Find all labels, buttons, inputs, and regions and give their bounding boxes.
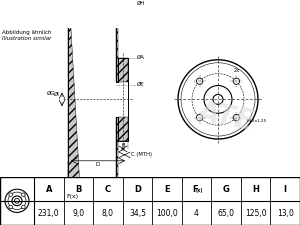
Circle shape <box>196 115 203 121</box>
Text: 34,5: 34,5 <box>129 209 146 218</box>
Polygon shape <box>80 117 118 194</box>
Text: ØA: ØA <box>137 55 145 60</box>
Circle shape <box>196 78 203 84</box>
Text: 13,0: 13,0 <box>277 209 294 218</box>
Circle shape <box>213 94 223 104</box>
Text: 231,0: 231,0 <box>38 209 60 218</box>
Text: ØE: ØE <box>137 82 145 87</box>
Text: Illustration similar: Illustration similar <box>2 36 51 41</box>
Text: 2x: 2x <box>233 68 239 73</box>
Text: ATE: ATE <box>196 99 256 136</box>
Text: 125,0: 125,0 <box>245 209 266 218</box>
Text: C (MTH): C (MTH) <box>131 152 152 157</box>
Text: I: I <box>284 185 287 194</box>
Circle shape <box>9 193 12 196</box>
Text: B: B <box>121 143 125 148</box>
Text: F: F <box>193 185 198 194</box>
Text: E: E <box>164 185 170 194</box>
Polygon shape <box>68 8 80 191</box>
Polygon shape <box>118 117 128 141</box>
Text: ØG: ØG <box>46 91 55 96</box>
Text: 4: 4 <box>194 209 199 218</box>
Text: G: G <box>223 185 230 194</box>
Text: (x): (x) <box>196 188 203 193</box>
Circle shape <box>9 205 12 209</box>
Polygon shape <box>68 8 80 11</box>
Text: 65,0: 65,0 <box>218 209 235 218</box>
Text: 100,0: 100,0 <box>156 209 178 218</box>
Circle shape <box>22 205 25 209</box>
Polygon shape <box>80 5 118 82</box>
Text: 9,0: 9,0 <box>72 209 84 218</box>
Circle shape <box>233 115 240 121</box>
Polygon shape <box>118 58 128 82</box>
Text: D: D <box>134 185 141 194</box>
Text: H: H <box>252 185 259 194</box>
Circle shape <box>22 193 25 196</box>
Text: M12x1,25: M12x1,25 <box>246 119 266 123</box>
Text: D: D <box>96 162 100 167</box>
Circle shape <box>233 78 240 84</box>
Text: Abbildung ähnlich: Abbildung ähnlich <box>2 30 52 35</box>
Text: 8,0: 8,0 <box>102 209 114 218</box>
Text: C: C <box>105 185 111 194</box>
Text: Øl: Øl <box>54 92 60 97</box>
Text: B: B <box>75 185 82 194</box>
Text: ØH: ØH <box>137 1 146 6</box>
Text: F(x): F(x) <box>66 194 78 199</box>
Text: 24.0109-0127.1: 24.0109-0127.1 <box>100 8 210 20</box>
Text: A: A <box>46 185 52 194</box>
Text: 409127: 409127 <box>224 8 276 20</box>
